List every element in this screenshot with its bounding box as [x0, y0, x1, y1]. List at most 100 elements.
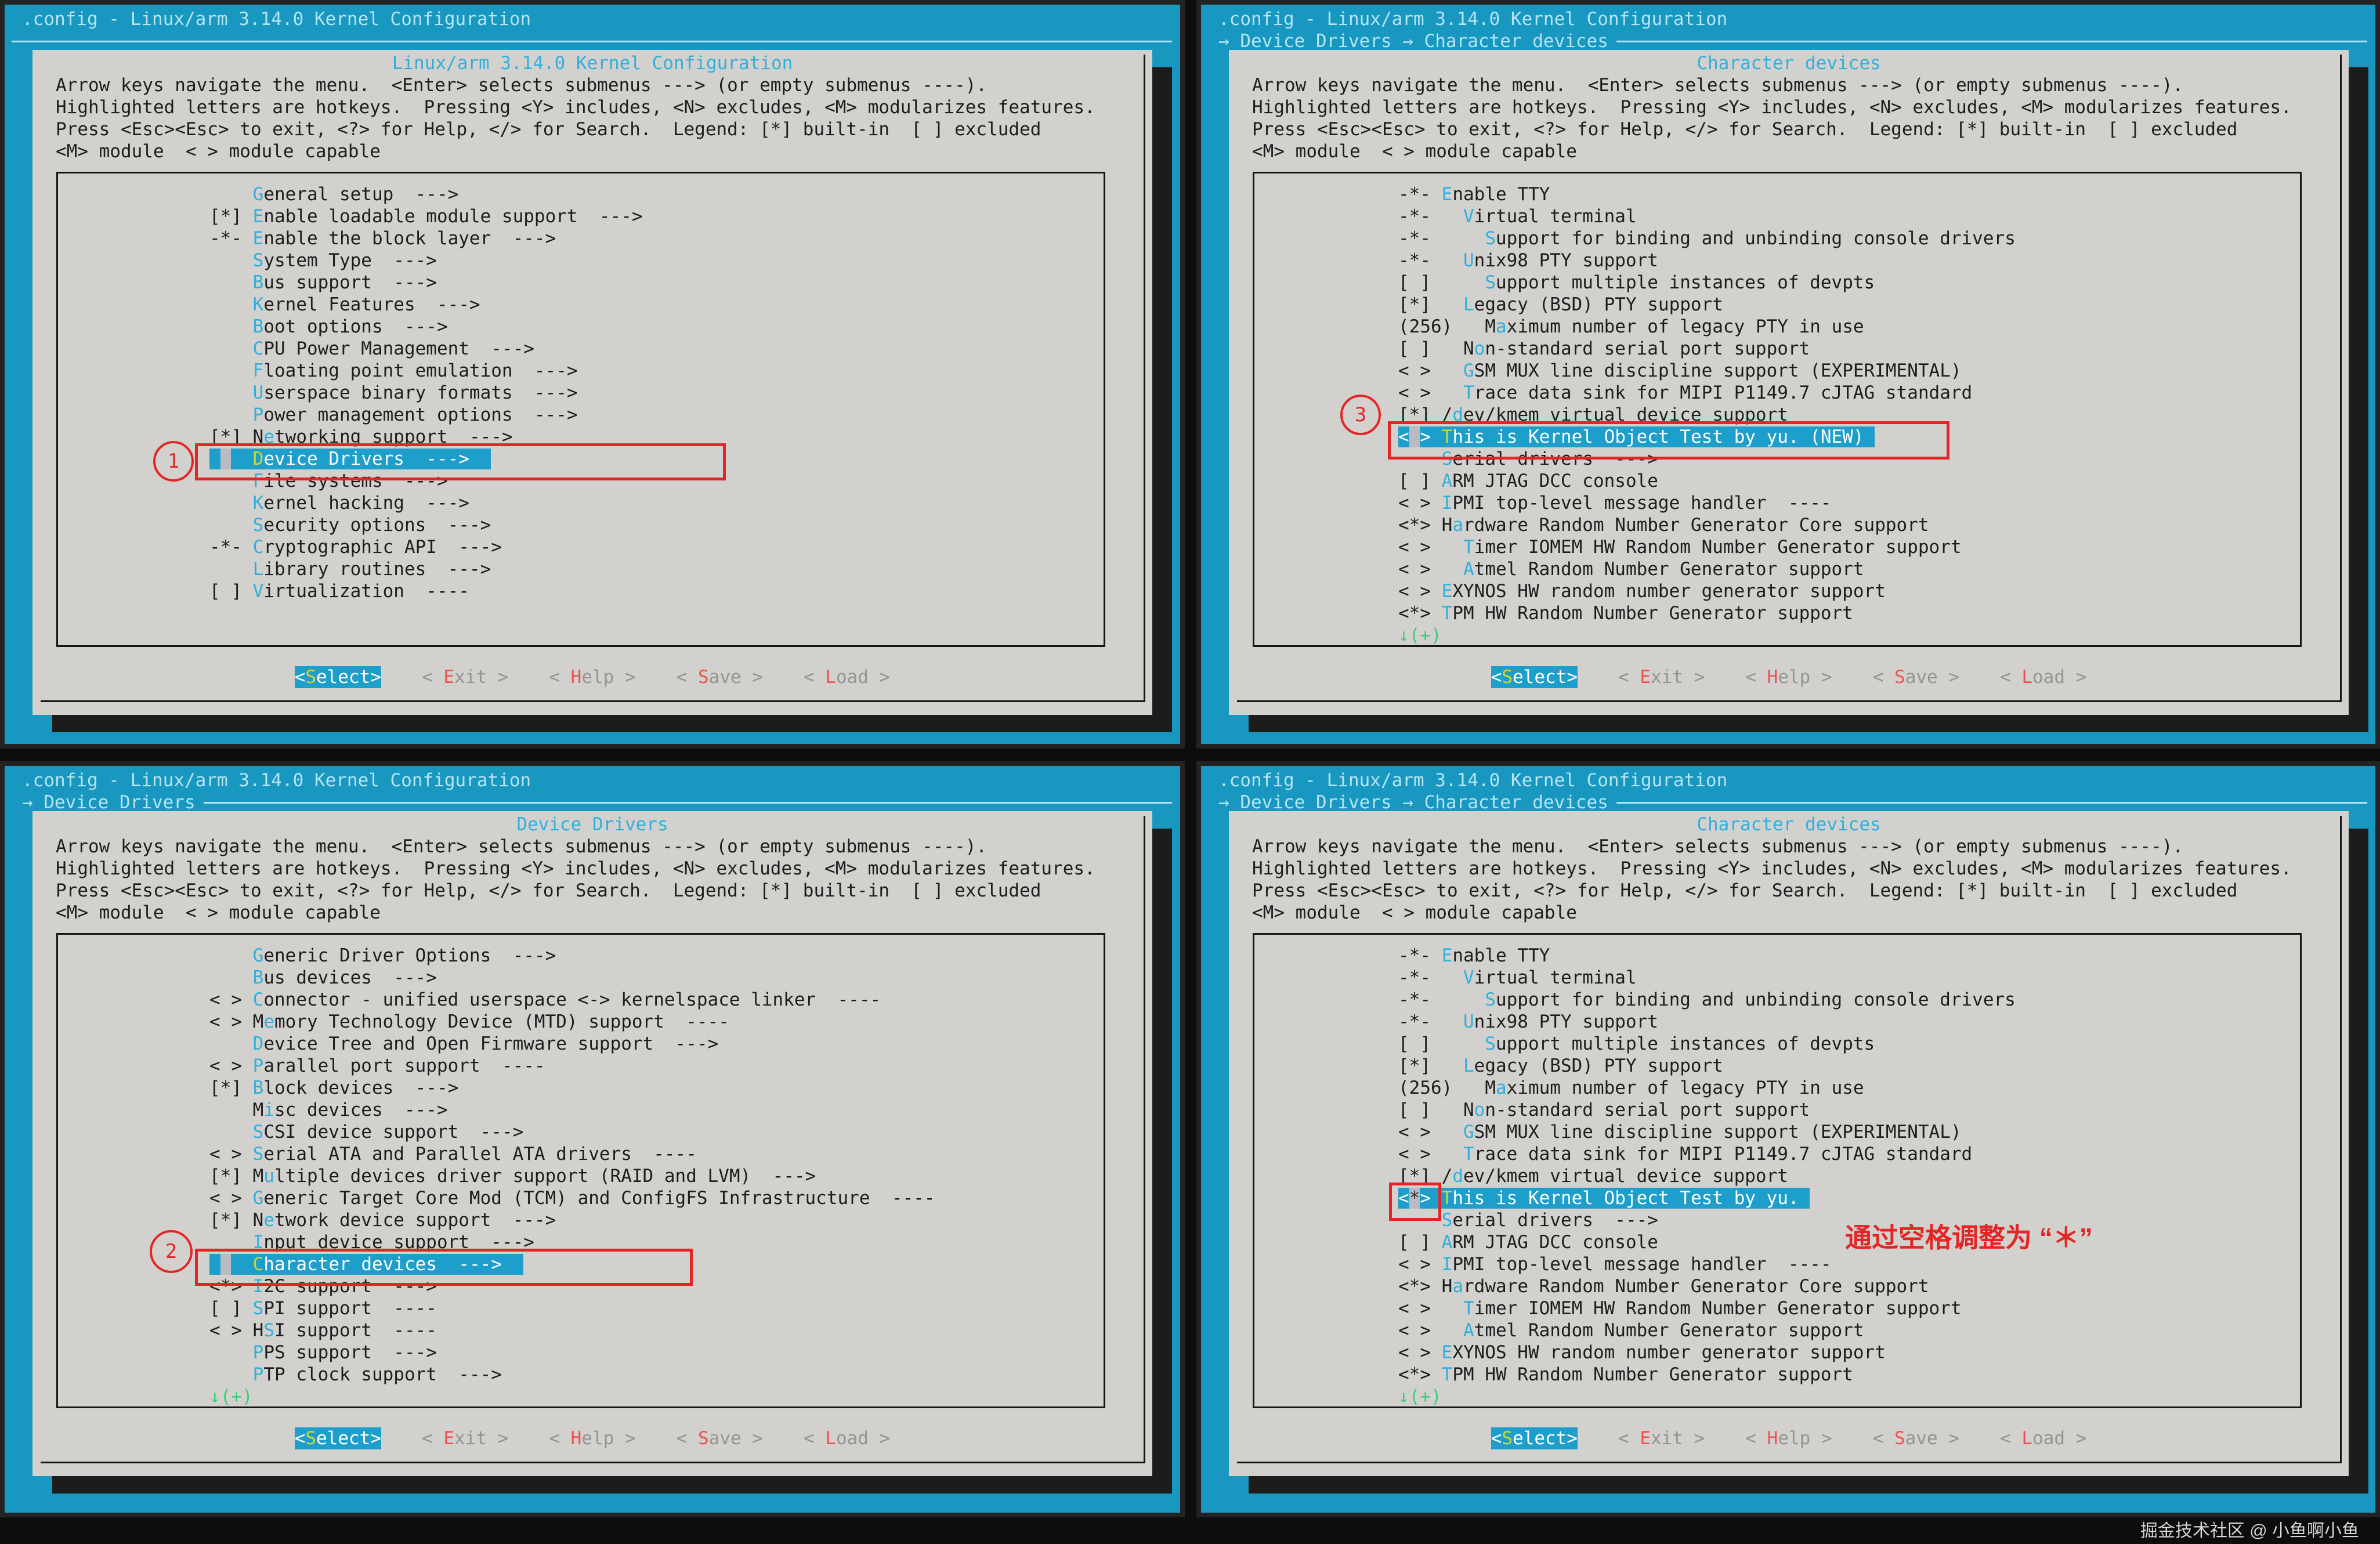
menu-item[interactable]: Device Tree and Open Firmware support --… [252, 1033, 719, 1054]
menu-item[interactable]: Serial drivers ---> [1441, 449, 1658, 469]
menu-item[interactable]: < > Serial ATA and Parallel ATA drivers … [209, 1144, 697, 1165]
exit-button[interactable]: < Exit > [422, 1428, 509, 1449]
save-button[interactable]: < Save > [1872, 1428, 1959, 1449]
exit-button[interactable]: < Exit > [422, 667, 509, 688]
menu-item[interactable]: PPS support ---> [252, 1342, 437, 1363]
menu-item[interactable]: Device Drivers ---> [209, 448, 1104, 470]
menu-item[interactable]: -*- Enable TTY [1398, 945, 1550, 966]
menu-item[interactable]: -*- Support for binding and unbinding co… [1398, 989, 2016, 1010]
help-button[interactable]: < Help > [1745, 667, 1832, 688]
load-button[interactable]: < Load > [2000, 1428, 2087, 1449]
menu-item[interactable]: -*- Cryptographic API ---> [209, 537, 502, 558]
load-button[interactable]: < Load > [804, 1428, 891, 1449]
menu-item[interactable]: Kernel hacking ---> [252, 493, 469, 514]
menu-item[interactable]: [*] /dev/kmem virtual device support [1398, 404, 1788, 425]
menu-item[interactable]: [ ] Virtualization ---- [209, 581, 469, 602]
menu-item[interactable]: [*] /dev/kmem virtual device support [1398, 1166, 1788, 1187]
menu-item[interactable]: <*> This is Kernel Object Test by yu. [1398, 1188, 1810, 1209]
menu-item[interactable]: ↓(+) [1398, 625, 1442, 646]
menu-item[interactable]: < > Atmel Random Number Generator suppor… [1398, 559, 1864, 580]
menu-item[interactable]: -*- Support for binding and unbinding co… [1398, 228, 2016, 249]
help-button[interactable]: < Help > [549, 667, 636, 688]
menu-item[interactable]: <*> I2C support ---> [209, 1276, 437, 1297]
menu-item[interactable]: [*] Legacy (BSD) PTY support [1398, 294, 1723, 315]
menu-item[interactable]: -*- Unix98 PTY support [1398, 1011, 1658, 1032]
menu-item[interactable]: [ ] Non-standard serial port support [1398, 338, 1810, 359]
menu-item[interactable]: [ ] Support multiple instances of devpts [1398, 1033, 1875, 1054]
menu-item[interactable]: < > Trace data sink for MIPI P1149.7 cJT… [1398, 1144, 1973, 1165]
menu-item[interactable]: Bus devices ---> [252, 967, 437, 988]
menu-item[interactable]: Security options ---> [252, 515, 491, 536]
menu-item[interactable]: Serial drivers ---> [1441, 1210, 1658, 1231]
menu-item[interactable]: Misc devices ---> [209, 1100, 448, 1120]
menu-item[interactable]: < > Generic Target Core Mod (TCM) and Co… [209, 1188, 935, 1209]
menu-item[interactable]: [ ] ARM JTAG DCC console [1398, 471, 1658, 491]
select-button[interactable]: <Select> [1491, 1427, 1578, 1449]
save-button[interactable]: < Save > [1872, 667, 1959, 688]
menu-item[interactable]: < > Parallel port support ---- [209, 1055, 545, 1076]
menu-item[interactable]: [*] Networking support ---> [209, 426, 513, 447]
menu-item[interactable]: < > This is Kernel Object Test by yu. (N… [1398, 426, 1875, 447]
help-button[interactable]: < Help > [1745, 1428, 1832, 1449]
menu-item[interactable]: < > GSM MUX line discipline support (EXP… [1398, 360, 1962, 381]
menu-item[interactable]: Generic Driver Options ---> [252, 945, 556, 966]
menu-item[interactable]: General setup ---> [252, 184, 459, 205]
menu-item[interactable]: SCSI device support ---> [252, 1122, 524, 1142]
menu-item[interactable]: -*- Enable the block layer ---> [209, 228, 556, 249]
menu-item[interactable]: File systems ---> [252, 471, 448, 491]
menu-item[interactable]: Power management options ---> [252, 404, 578, 425]
menu-item[interactable]: [ ] Support multiple instances of devpts [1398, 272, 1875, 293]
menu-item[interactable]: Userspace binary formats ---> [252, 382, 578, 403]
save-button[interactable]: < Save > [676, 667, 763, 688]
save-button[interactable]: < Save > [676, 1428, 763, 1449]
help-button[interactable]: < Help > [549, 1428, 636, 1449]
menu-item[interactable]: -*- Enable TTY [1398, 184, 1550, 205]
menu-item[interactable]: [*] Multiple devices driver support (RAI… [209, 1166, 816, 1187]
menu-item[interactable]: <*> TPM HW Random Number Generator suppo… [1398, 603, 1853, 624]
menu-item[interactable]: < > IPMI top-level message handler ---- [1398, 1254, 1832, 1275]
menu-item[interactable]: Floating point emulation ---> [252, 360, 578, 381]
menu-item[interactable]: ↓(+) [209, 1386, 253, 1407]
menu-item[interactable]: < > Timer IOMEM HW Random Number Generat… [1398, 1298, 1962, 1319]
select-button[interactable]: <Select> [1491, 666, 1578, 688]
menu-item[interactable]: PTP clock support ---> [252, 1364, 502, 1385]
menu-item[interactable]: < > Atmel Random Number Generator suppor… [1398, 1320, 1864, 1341]
menu-item[interactable]: (256) Maximum number of legacy PTY in us… [1398, 1077, 1864, 1098]
menu-item[interactable]: -*- Unix98 PTY support [1398, 250, 1658, 271]
menu-item[interactable]: Library routines ---> [252, 559, 491, 580]
menu-item[interactable]: [ ] SPI support ---- [209, 1298, 437, 1319]
menu-item[interactable]: Bus support ---> [252, 272, 437, 293]
menu-item[interactable]: -*- Virtual terminal [1398, 967, 1637, 988]
menu-item[interactable]: < > Memory Technology Device (MTD) suppo… [209, 1011, 729, 1032]
exit-button[interactable]: < Exit > [1618, 1428, 1705, 1449]
menu-item[interactable]: Input device support ---> [252, 1232, 534, 1253]
menu-item[interactable]: < > Trace data sink for MIPI P1149.7 cJT… [1398, 382, 1973, 403]
menu-item[interactable]: < > EXYNOS HW random number generator su… [1398, 1342, 1886, 1363]
select-button[interactable]: <Select> [294, 666, 382, 688]
menu-item[interactable]: < > GSM MUX line discipline support (EXP… [1398, 1122, 1962, 1142]
menu-item[interactable]: [*] Block devices ---> [209, 1077, 459, 1098]
menu-item[interactable]: [ ] Non-standard serial port support [1398, 1100, 1810, 1120]
exit-button[interactable]: < Exit > [1618, 667, 1705, 688]
menu-item[interactable]: Character devices ---> [209, 1253, 1104, 1275]
menu-item[interactable]: Kernel Features ---> [252, 294, 480, 315]
menu-item[interactable]: (256) Maximum number of legacy PTY in us… [1398, 316, 1864, 337]
menu-item[interactable]: System Type ---> [252, 250, 437, 271]
menu-item[interactable]: < > Timer IOMEM HW Random Number Generat… [1398, 537, 1962, 558]
menu-item[interactable]: CPU Power Management ---> [252, 338, 534, 359]
menu-item[interactable]: <*> Hardware Random Number Generator Cor… [1398, 1276, 1929, 1297]
menu-item[interactable]: < > IPMI top-level message handler ---- [1398, 493, 1832, 514]
menu-item[interactable]: [*] Network device support ---> [209, 1210, 556, 1231]
menu-item[interactable]: [*] Legacy (BSD) PTY support [1398, 1055, 1723, 1076]
menu-item[interactable]: < > EXYNOS HW random number generator su… [1398, 581, 1886, 602]
menu-item[interactable]: < > Connector - unified userspace <-> ke… [209, 989, 881, 1010]
menu-item[interactable]: ↓(+) [1398, 1386, 1442, 1407]
load-button[interactable]: < Load > [804, 667, 891, 688]
menu-item[interactable]: [ ] ARM JTAG DCC console [1398, 1232, 1658, 1253]
menu-item[interactable]: <*> TPM HW Random Number Generator suppo… [1398, 1364, 1853, 1385]
select-button[interactable]: <Select> [294, 1427, 382, 1449]
menu-item[interactable]: Boot options ---> [252, 316, 448, 337]
menu-item[interactable]: -*- Virtual terminal [1398, 206, 1637, 227]
menu-item[interactable]: < > HSI support ---- [209, 1320, 437, 1341]
load-button[interactable]: < Load > [2000, 667, 2087, 688]
